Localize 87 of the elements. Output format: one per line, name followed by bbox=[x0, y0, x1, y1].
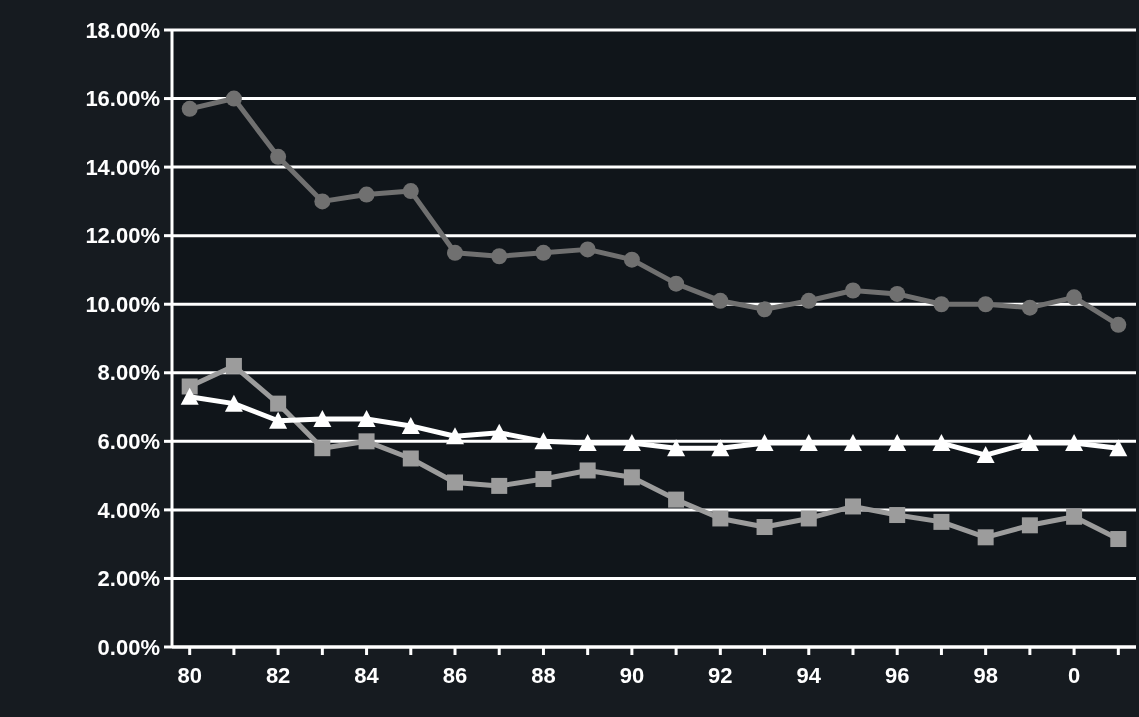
point bbox=[844, 498, 861, 515]
point bbox=[843, 434, 862, 452]
point bbox=[314, 193, 331, 210]
x-tick-label: 90 bbox=[619, 663, 645, 688]
x-tick-label: 84 bbox=[354, 663, 380, 688]
point bbox=[668, 491, 685, 508]
point bbox=[889, 507, 906, 524]
x-tick-label: 80 bbox=[177, 663, 202, 688]
x-tick-label: 94 bbox=[796, 663, 822, 688]
point bbox=[976, 446, 995, 464]
point bbox=[313, 410, 332, 428]
point bbox=[1021, 299, 1038, 316]
point bbox=[358, 433, 375, 450]
point bbox=[447, 474, 464, 491]
point bbox=[1066, 508, 1083, 525]
point bbox=[623, 469, 640, 486]
point bbox=[977, 529, 994, 546]
point bbox=[314, 440, 331, 457]
y-tick-label: 10.00% bbox=[85, 291, 160, 317]
point bbox=[844, 282, 861, 299]
point bbox=[578, 434, 597, 452]
point bbox=[1065, 434, 1084, 452]
point bbox=[1021, 517, 1038, 534]
point bbox=[800, 292, 817, 309]
point bbox=[755, 434, 774, 452]
point bbox=[491, 248, 508, 265]
y-tick-label: 8.00% bbox=[97, 360, 160, 386]
point bbox=[357, 410, 376, 428]
y-tick-label: 16.00% bbox=[85, 86, 160, 112]
point bbox=[1110, 531, 1127, 548]
y-tick-label: 12.00% bbox=[85, 223, 160, 249]
y-tick-label: 2.00% bbox=[97, 566, 160, 592]
point bbox=[224, 394, 243, 412]
point bbox=[579, 462, 596, 479]
point bbox=[977, 296, 994, 313]
y-tick-label: 6.00% bbox=[97, 429, 160, 455]
point bbox=[1066, 289, 1083, 306]
point bbox=[401, 416, 420, 434]
point bbox=[667, 439, 686, 457]
y-tick-label: 14.00% bbox=[85, 154, 160, 180]
point bbox=[888, 434, 907, 452]
point bbox=[535, 244, 552, 261]
point bbox=[180, 387, 199, 405]
y-tick-label: 0.00% bbox=[97, 634, 160, 660]
point bbox=[933, 296, 950, 313]
point bbox=[622, 434, 641, 452]
point bbox=[447, 244, 464, 261]
point bbox=[800, 510, 817, 527]
point bbox=[1109, 439, 1128, 457]
point bbox=[711, 439, 730, 457]
point bbox=[1020, 434, 1039, 452]
point bbox=[490, 423, 509, 441]
point bbox=[712, 292, 729, 309]
point bbox=[491, 477, 508, 494]
point bbox=[402, 450, 419, 467]
point bbox=[225, 90, 242, 107]
point bbox=[712, 510, 729, 527]
point bbox=[446, 427, 465, 445]
point bbox=[534, 432, 553, 450]
point bbox=[270, 148, 287, 165]
point bbox=[668, 275, 685, 292]
x-tick-label: 82 bbox=[265, 663, 291, 688]
x-tick-label: 0 bbox=[1067, 663, 1081, 688]
point bbox=[889, 285, 906, 302]
point bbox=[269, 411, 288, 429]
point bbox=[181, 378, 198, 395]
x-tick-label: 86 bbox=[442, 663, 468, 688]
point bbox=[756, 301, 773, 318]
point bbox=[270, 395, 287, 412]
y-tick-label: 4.00% bbox=[97, 497, 160, 523]
point bbox=[402, 183, 419, 200]
x-tick-label: 96 bbox=[884, 663, 910, 688]
y-tick-label: 18.00% bbox=[85, 17, 160, 43]
point bbox=[623, 251, 640, 268]
point bbox=[358, 186, 375, 203]
point bbox=[799, 434, 818, 452]
point bbox=[579, 241, 596, 258]
point bbox=[535, 471, 552, 488]
point bbox=[932, 434, 951, 452]
x-tick-label: 88 bbox=[531, 663, 556, 688]
point bbox=[1110, 316, 1127, 333]
point bbox=[225, 357, 242, 374]
point bbox=[933, 513, 950, 530]
x-tick-label: 98 bbox=[973, 663, 998, 688]
point bbox=[756, 519, 773, 536]
point bbox=[181, 100, 198, 117]
x-tick-label: 92 bbox=[708, 663, 733, 688]
